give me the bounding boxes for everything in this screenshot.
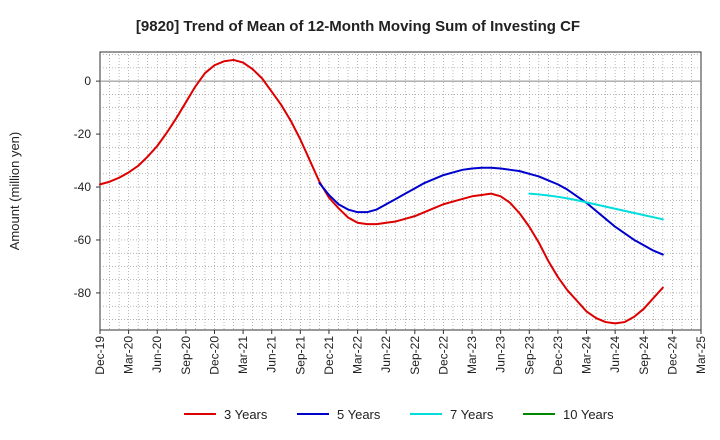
series-line-3-years — [99, 58, 664, 325]
x-tick-label: Mar-20 — [122, 336, 136, 374]
x-tick-label: Sep-23 — [522, 336, 536, 375]
legend-label: 7 Years — [450, 407, 494, 422]
x-tick-label: Dec-19 — [93, 336, 107, 375]
x-tick-label: Sep-22 — [408, 336, 422, 375]
x-tick-label: Sep-24 — [637, 336, 651, 375]
y-axis-label: Amount (million yen) — [7, 132, 22, 251]
x-tick-label: Mar-22 — [351, 336, 365, 374]
x-tick-label: Jun-23 — [494, 336, 508, 373]
x-tick-label: Sep-21 — [293, 336, 307, 375]
grid — [100, 52, 701, 330]
x-tick-label: Mar-21 — [236, 336, 250, 374]
chart-title: [9820] Trend of Mean of 12-Month Moving … — [136, 18, 580, 35]
legend: 3 Years 5 Years 7 Years 10 Years — [184, 407, 614, 422]
series-line-5-years — [318, 166, 664, 256]
plot-area — [99, 51, 702, 331]
x-tick-label: Dec-23 — [551, 336, 565, 375]
x-tick-label: Dec-21 — [322, 336, 336, 375]
legend-label: 10 Years — [563, 407, 614, 422]
legend-label: 5 Years — [337, 407, 381, 422]
x-tick-label: Dec-20 — [207, 336, 221, 375]
x-tick-label: Jun-24 — [608, 336, 622, 373]
x-tick-label: Sep-20 — [179, 336, 193, 375]
x-tick-label: Mar-25 — [694, 336, 708, 374]
x-tick-label: Dec-22 — [436, 336, 450, 375]
x-tick-label: Jun-22 — [379, 336, 393, 373]
x-tick-label: Mar-24 — [580, 336, 594, 374]
y-tick-label: -80 — [74, 286, 92, 300]
y-tick-label: -20 — [74, 127, 92, 141]
y-tick-label: 0 — [84, 74, 91, 88]
legend-label: 3 Years — [224, 407, 268, 422]
x-tick-label: Jun-20 — [150, 336, 164, 373]
x-tick-label: Mar-23 — [465, 336, 479, 374]
series-line-7-years — [528, 192, 664, 221]
y-tick-label: -40 — [74, 180, 92, 194]
x-tick-label: Dec-24 — [665, 336, 679, 375]
y-axis-ticks: 0 -20 -40 -60 -80 — [74, 74, 100, 300]
x-tick-label: Jun-21 — [265, 336, 279, 373]
y-tick-label: -60 — [74, 233, 92, 247]
series-lines — [99, 58, 664, 325]
x-axis-ticks: Dec-19 Mar-20 Jun-20 Sep-20 Dec-20 Mar-21 Jun-… — [93, 330, 708, 375]
